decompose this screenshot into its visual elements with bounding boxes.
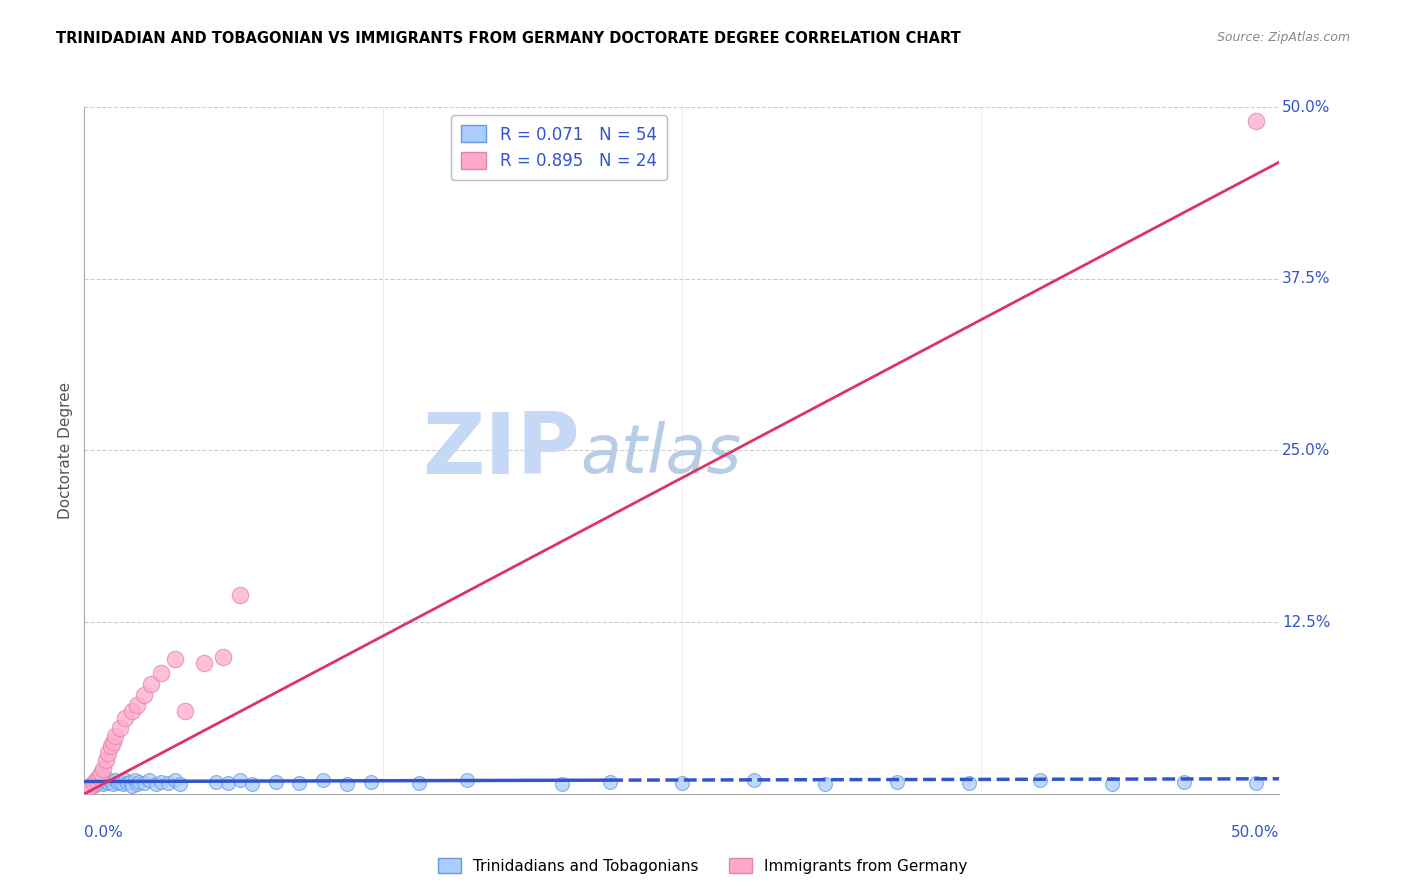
Point <box>132 688 156 702</box>
Point <box>149 774 172 789</box>
Point <box>360 774 382 789</box>
Point <box>1244 776 1267 790</box>
Point <box>80 776 103 790</box>
Point <box>93 762 115 776</box>
Point <box>77 780 100 794</box>
Point <box>551 777 574 791</box>
Point <box>205 774 228 789</box>
Point <box>84 773 107 788</box>
Point <box>84 773 107 788</box>
Point <box>228 773 252 788</box>
Point <box>94 774 117 789</box>
Legend: R = 0.071   N = 54, R = 0.895   N = 24: R = 0.071 N = 54, R = 0.895 N = 24 <box>451 115 666 180</box>
Point <box>97 746 120 760</box>
Point <box>121 705 143 719</box>
Point <box>114 711 136 725</box>
Point <box>165 773 187 788</box>
Point <box>128 774 150 789</box>
Text: 0.0%: 0.0% <box>84 825 124 839</box>
Point <box>957 776 980 790</box>
Point <box>101 734 124 748</box>
Legend: Trinidadians and Tobagonians, Immigrants from Germany: Trinidadians and Tobagonians, Immigrants… <box>432 852 974 880</box>
Text: ZIP: ZIP <box>423 409 581 492</box>
Point <box>117 776 139 790</box>
Point <box>212 649 235 664</box>
Point <box>132 776 156 790</box>
Text: 12.5%: 12.5% <box>1282 615 1330 630</box>
Point <box>121 779 143 793</box>
Point <box>1173 774 1195 789</box>
Point <box>124 773 146 788</box>
Point <box>149 665 172 680</box>
Point <box>90 776 112 790</box>
Y-axis label: Doctorate Degree: Doctorate Degree <box>58 382 73 519</box>
Point <box>93 777 115 791</box>
Point <box>94 752 117 766</box>
Point <box>104 729 127 743</box>
Point <box>83 779 105 793</box>
Point <box>100 774 122 789</box>
Point <box>141 677 163 691</box>
Point <box>1029 773 1052 788</box>
Point <box>217 776 239 790</box>
Point <box>814 777 837 791</box>
Point <box>456 773 478 788</box>
Point <box>312 773 335 788</box>
Point <box>193 657 215 671</box>
Point <box>118 774 141 789</box>
Point <box>101 777 124 791</box>
Text: TRINIDADIAN AND TOBAGONIAN VS IMMIGRANTS FROM GERMANY DOCTORATE DEGREE CORRELATI: TRINIDADIAN AND TOBAGONIAN VS IMMIGRANTS… <box>56 31 960 46</box>
Point <box>84 777 107 791</box>
Point <box>90 771 112 785</box>
Point <box>288 776 311 790</box>
Point <box>165 652 187 666</box>
Point <box>408 776 430 790</box>
Point <box>228 588 252 602</box>
Point <box>97 772 120 786</box>
Point <box>125 777 148 791</box>
Point <box>169 777 191 791</box>
Point <box>111 777 134 791</box>
Text: 25.0%: 25.0% <box>1282 443 1330 458</box>
Text: 37.5%: 37.5% <box>1282 271 1330 286</box>
Point <box>77 780 100 794</box>
Point <box>1101 777 1123 791</box>
Text: Source: ZipAtlas.com: Source: ZipAtlas.com <box>1216 31 1350 45</box>
Point <box>240 777 263 791</box>
Point <box>97 776 120 790</box>
Point <box>110 774 132 789</box>
Point <box>87 771 110 785</box>
Point <box>107 776 129 790</box>
Point <box>110 721 132 735</box>
Point <box>157 776 180 790</box>
Point <box>671 776 693 790</box>
Point <box>336 777 359 791</box>
Point <box>599 774 621 789</box>
Point <box>138 773 160 788</box>
Text: atlas: atlas <box>581 421 741 487</box>
Point <box>145 777 167 791</box>
Point <box>104 773 127 788</box>
Point <box>1244 113 1267 128</box>
Point <box>100 739 122 753</box>
Point <box>173 705 195 719</box>
Point <box>114 773 136 788</box>
Point <box>125 698 148 712</box>
Text: 50.0%: 50.0% <box>1232 825 1279 839</box>
Point <box>87 774 110 789</box>
Point <box>742 773 765 788</box>
Point <box>264 774 287 789</box>
Point <box>90 766 112 780</box>
Point <box>886 774 908 789</box>
Point <box>83 776 105 790</box>
Text: 50.0%: 50.0% <box>1282 100 1330 114</box>
